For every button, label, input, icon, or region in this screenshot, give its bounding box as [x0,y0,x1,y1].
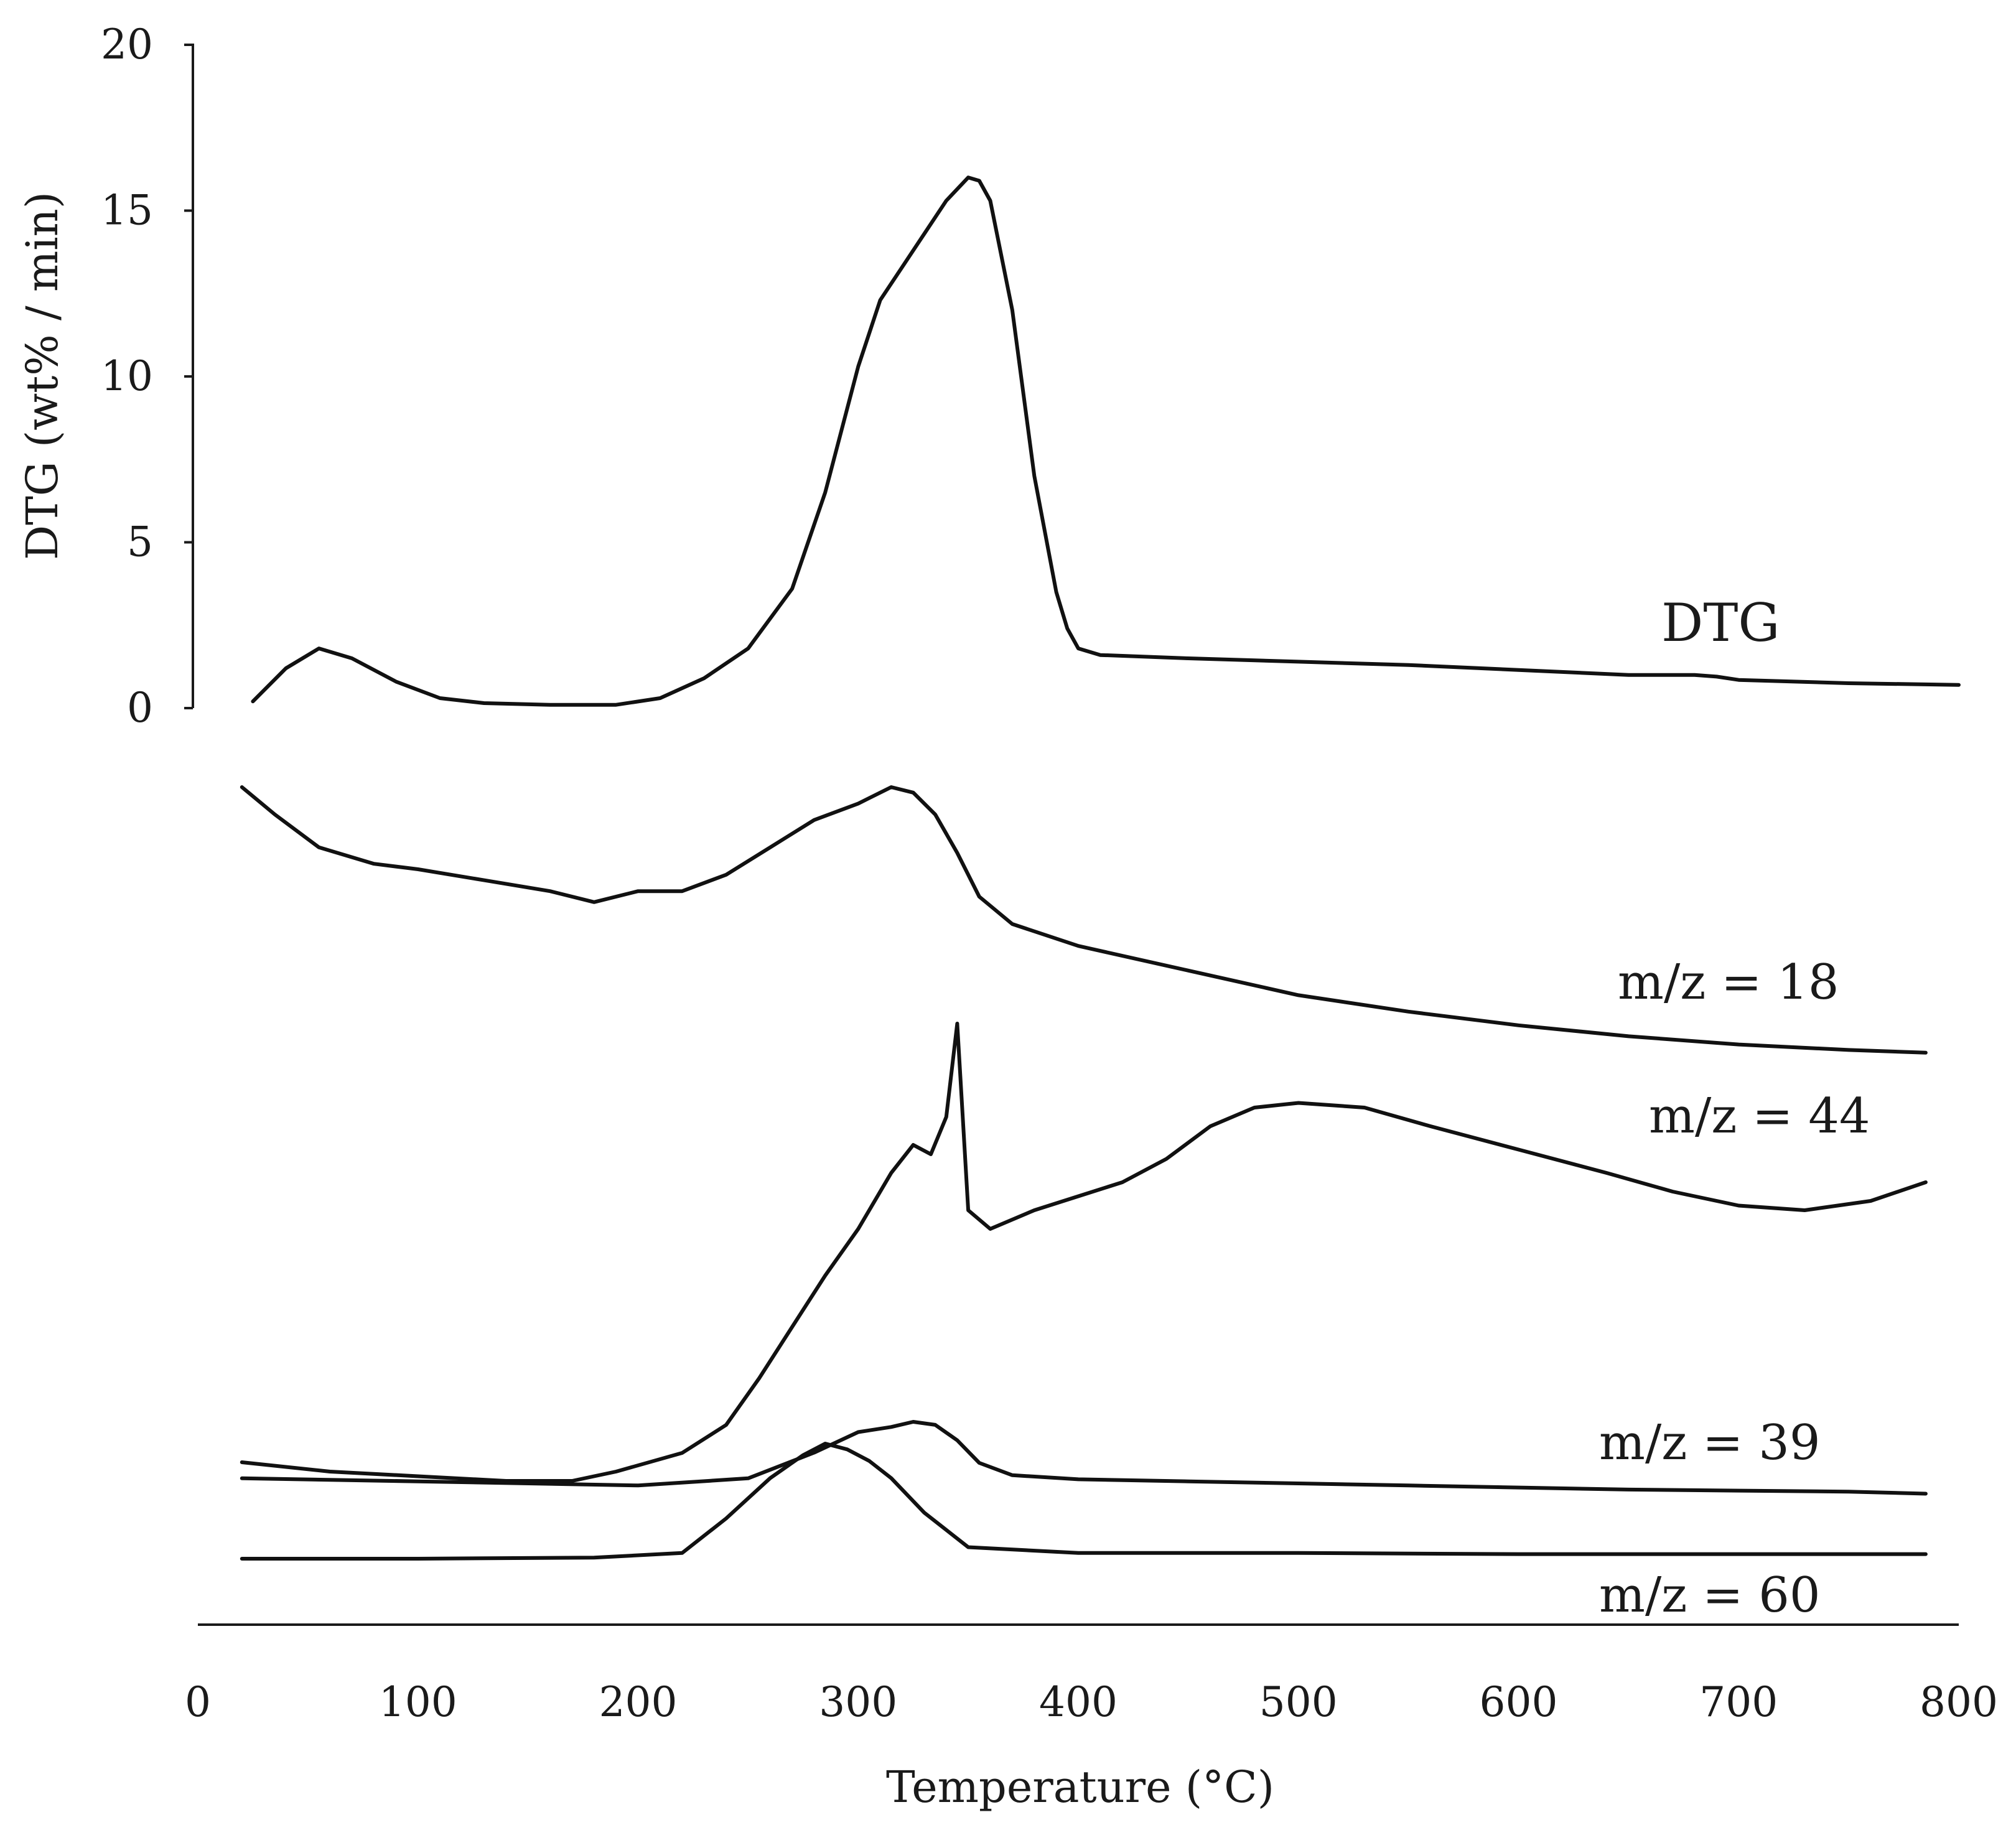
x-tick-label: 700 [1699,1678,1778,1726]
x-tick-label: 800 [1920,1678,1998,1726]
curves [240,175,1961,1561]
x-tick-label: 500 [1259,1678,1338,1726]
y-axis-title: DTG (wt% / min) [17,192,68,560]
x-tick-label: 600 [1480,1678,1558,1726]
series-line-m-z-39 [240,1420,1928,1496]
x-tick-label: 200 [599,1678,678,1726]
axes [192,44,1959,1626]
series-line-m-z-60 [240,1442,1928,1561]
y-tick-label: 15 [101,187,153,235]
x-tick-label: 100 [379,1678,457,1726]
x-axis-title: Temperature (°C) [886,1762,1274,1813]
y-ticks: 0 5 10 15 20 [101,21,193,732]
x-tick-label: 0 [185,1678,211,1726]
y-tick-label: 10 [101,352,153,400]
series-line-m-z-44 [240,1022,1928,1483]
x-ticks: 0 100 200 300 400 500 600 700 800 [185,1678,1998,1726]
series-label-dtg: DTG [1661,592,1780,653]
y-tick-label: 20 [101,21,153,68]
x-tick-label: 400 [1039,1678,1118,1726]
y-tick-label: 0 [127,684,153,732]
series-label-m-z-44: m/z = 44 [1649,1088,1870,1144]
series-label-m-z-60: m/z = 60 [1599,1567,1821,1623]
series-labels: DTG m/z = 18 m/z = 44 m/z = 39 m/z = 60 [1599,592,1870,1623]
x-tick-label: 300 [819,1678,897,1726]
series-line-dtg [251,175,1961,707]
series-label-m-z-18: m/z = 18 [1618,955,1839,1011]
series-label-m-z-39: m/z = 39 [1599,1415,1821,1471]
y-tick-label: 5 [127,518,153,566]
series-line-m-z-18 [240,785,1928,1055]
